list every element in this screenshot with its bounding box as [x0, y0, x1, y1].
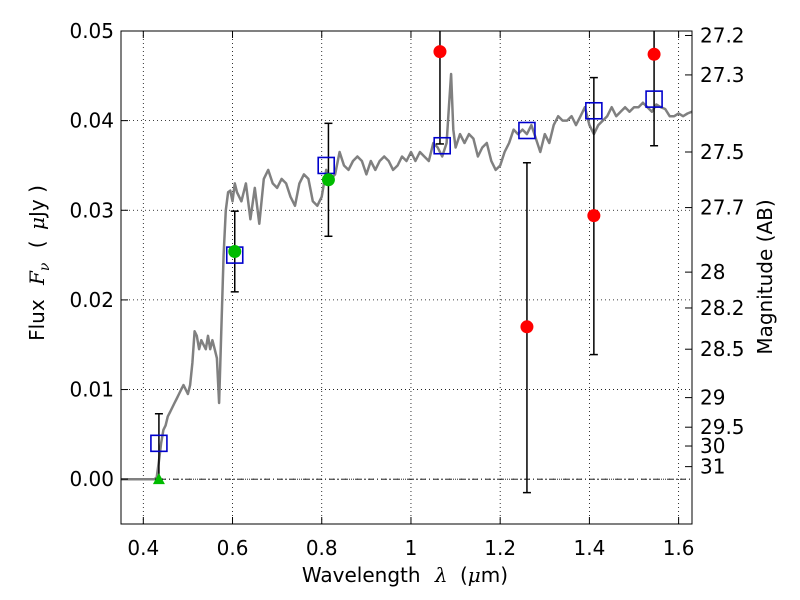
detection-point	[228, 245, 242, 259]
model-point-square	[433, 136, 451, 155]
y-tick-label: 0.02	[69, 288, 114, 312]
magnitude-tick-label: 28.2	[700, 296, 745, 320]
y-axis-label-unit-open: (	[25, 240, 49, 248]
model-point-square	[518, 121, 536, 140]
y-axis-label-text: Flux	[25, 299, 49, 341]
x-axis-label-unit-mu: μ	[468, 563, 481, 587]
x-axis-label-symbol: λ	[434, 563, 448, 587]
magnitude-tick-label: 31	[700, 455, 725, 479]
x-axis-label-unit-rest: m)	[481, 563, 508, 587]
model-point-square	[645, 90, 663, 108]
axis-ticks: 0.4 0.6 0.8 1 1.2 1.4 1.6 0.00 0.01 0.02 0.03 0.04 0…	[69, 19, 744, 560]
x-tick-label: 1.4	[573, 536, 605, 560]
data-layer	[121, 31, 692, 494]
model-spectrum-line	[121, 72, 692, 481]
x-tick-label: 1.6	[663, 536, 695, 560]
magnitude-tick-label: 28.5	[700, 337, 745, 361]
magnitude-tick-label: 27.3	[700, 63, 745, 87]
y-tick-label: 0.01	[69, 378, 114, 402]
magnitude-tick-label: 27.2	[700, 23, 745, 47]
nondetection-point	[587, 209, 601, 223]
magnitude-axis-label: Magnitude (AB)	[753, 199, 777, 354]
magnitude-tick-label: 30	[700, 434, 725, 458]
y-axis-label-subscript: ν	[37, 262, 53, 271]
grid-lines	[121, 30, 692, 524]
y-tick-label: 0.03	[69, 198, 114, 222]
upper-limit-marker	[152, 473, 165, 485]
magnitude-tick-label: 29	[700, 386, 725, 410]
plot-frame	[120, 30, 693, 525]
y-tick-label: 0.04	[69, 109, 114, 133]
x-axis-label-text: Wavelength	[302, 563, 421, 587]
x-tick-label: 1	[405, 536, 418, 560]
y-axis-label-symbol: F	[25, 270, 49, 286]
nondetection-point	[647, 47, 661, 61]
detection-point	[321, 173, 335, 187]
y-tick-label: 0.05	[69, 19, 114, 43]
marker-layer	[150, 45, 663, 485]
model-point-square	[585, 101, 603, 120]
x-axis-label: Wavelength λ (μm)	[302, 563, 508, 587]
magnitude-tick-label: 29.5	[700, 415, 745, 439]
x-axis-label-unit-open: (	[460, 563, 468, 587]
model-point-square	[150, 434, 168, 453]
x-tick-label: 1.2	[484, 536, 516, 560]
y-tick-label: 0.00	[69, 467, 114, 491]
x-tick-label: 0.8	[306, 536, 338, 560]
magnitude-tick-label: 27.5	[700, 140, 745, 164]
x-tick-label: 0.6	[217, 536, 249, 560]
y-axis-label: Flux Fν ( μJy )	[25, 185, 54, 341]
model-point-square	[317, 156, 336, 175]
x-tick-label: 0.4	[127, 536, 159, 560]
nondetection-point	[520, 320, 534, 334]
y-axis-label-unit-mu: μ	[25, 217, 49, 230]
magnitude-tick-label: 27.7	[700, 196, 745, 220]
magnitude-tick-label: 28	[700, 260, 725, 284]
y-axis-label-unit-rest: Jy )	[25, 185, 49, 219]
nondetection-point	[433, 45, 447, 59]
